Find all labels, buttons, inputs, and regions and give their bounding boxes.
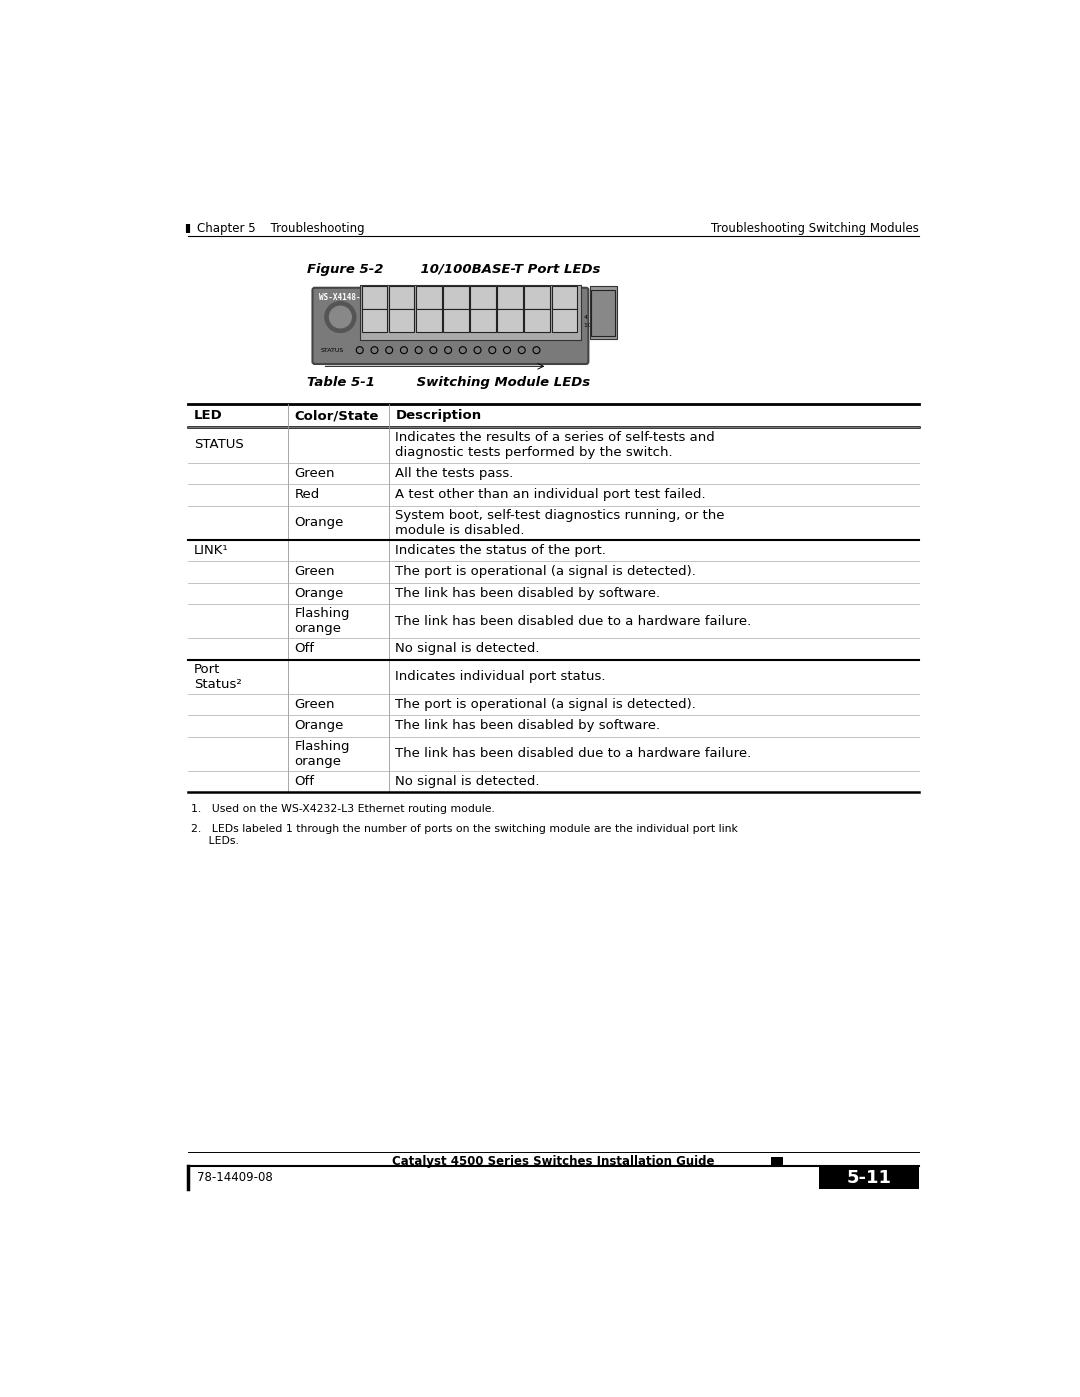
Text: Description: Description (395, 409, 482, 422)
Text: 10/100 B: 10/100 B (584, 323, 612, 328)
Text: System boot, self-test diagnostics running, or the
module is disabled.: System boot, self-test diagnostics runni… (395, 509, 725, 536)
FancyBboxPatch shape (470, 309, 496, 332)
Text: \: \ (374, 295, 376, 300)
Text: 1.   Used on the WS-X4232-L3 Ethernet routing module.: 1. Used on the WS-X4232-L3 Ethernet rout… (191, 805, 495, 814)
Text: \: \ (401, 295, 403, 300)
FancyBboxPatch shape (416, 309, 442, 332)
FancyBboxPatch shape (497, 309, 523, 332)
Text: Flashing
orange: Flashing orange (295, 608, 350, 636)
Text: A test other than an individual port test failed.: A test other than an individual port tes… (395, 489, 706, 502)
Text: The link has been disabled due to a hardware failure.: The link has been disabled due to a hard… (395, 747, 752, 760)
Text: No signal is detected.: No signal is detected. (395, 643, 540, 655)
FancyBboxPatch shape (552, 286, 577, 309)
Text: 2.   LEDs labeled 1 through the number of ports on the switching module are the : 2. LEDs labeled 1 through the number of … (191, 824, 738, 847)
FancyBboxPatch shape (312, 288, 589, 365)
Bar (819, 1166, 919, 1189)
Text: LINK¹: LINK¹ (194, 543, 229, 557)
Text: Port
Status²: Port Status² (194, 662, 242, 690)
Text: Catalyst 4500 Series Switches Installation Guide: Catalyst 4500 Series Switches Installati… (392, 1155, 715, 1168)
Text: Color/State: Color/State (295, 409, 379, 422)
FancyBboxPatch shape (443, 309, 469, 332)
Text: 5-11: 5-11 (847, 1169, 891, 1187)
FancyBboxPatch shape (497, 286, 523, 309)
Text: Table 5-1         Switching Module LEDs: Table 5-1 Switching Module LEDs (307, 376, 590, 388)
Text: Indicates the status of the port.: Indicates the status of the port. (395, 543, 606, 557)
Text: The link has been disabled by software.: The link has been disabled by software. (395, 587, 661, 599)
Text: \: \ (455, 295, 457, 300)
Text: \: \ (537, 295, 538, 300)
Text: \: \ (482, 295, 484, 300)
Circle shape (325, 302, 356, 332)
Text: STATUS: STATUS (321, 348, 345, 352)
FancyBboxPatch shape (552, 309, 577, 332)
Text: Green: Green (295, 698, 335, 711)
Text: Troubleshooting Switching Modules: Troubleshooting Switching Modules (712, 222, 919, 235)
Text: 78-14409-08: 78-14409-08 (197, 1171, 273, 1185)
Text: No signal is detected.: No signal is detected. (395, 775, 540, 788)
Text: STATUS: STATUS (194, 439, 244, 451)
Text: Indicates the results of a series of self-tests and
diagnostic tests performed b: Indicates the results of a series of sel… (395, 430, 715, 458)
FancyBboxPatch shape (443, 286, 469, 309)
FancyBboxPatch shape (362, 286, 388, 309)
Text: Indicates individual port status.: Indicates individual port status. (395, 671, 606, 683)
FancyBboxPatch shape (592, 291, 615, 337)
Text: 17407: 17407 (597, 314, 603, 337)
FancyBboxPatch shape (389, 309, 415, 332)
FancyBboxPatch shape (362, 309, 388, 332)
Text: Orange: Orange (295, 719, 345, 732)
FancyBboxPatch shape (470, 286, 496, 309)
Text: The link has been disabled by software.: The link has been disabled by software. (395, 719, 661, 732)
Text: Orange: Orange (295, 587, 345, 599)
Text: \: \ (428, 295, 430, 300)
Text: Red: Red (295, 489, 320, 502)
Bar (770, 1157, 783, 1166)
Text: Chapter 5    Troubleshooting: Chapter 5 Troubleshooting (197, 222, 365, 235)
Text: Orange: Orange (295, 515, 345, 529)
Text: The port is operational (a signal is detected).: The port is operational (a signal is det… (395, 698, 697, 711)
Text: Green: Green (295, 566, 335, 578)
Text: The link has been disabled due to a hardware failure.: The link has been disabled due to a hard… (395, 615, 752, 627)
FancyBboxPatch shape (525, 309, 550, 332)
Text: Green: Green (295, 467, 335, 479)
Text: \: \ (509, 295, 511, 300)
FancyBboxPatch shape (416, 286, 442, 309)
Text: 4 PORT: 4 PORT (584, 314, 607, 320)
Bar (360, 285, 581, 339)
FancyBboxPatch shape (389, 286, 415, 309)
FancyBboxPatch shape (525, 286, 550, 309)
Text: Flashing
orange: Flashing orange (295, 739, 350, 767)
Text: All the tests pass.: All the tests pass. (395, 467, 514, 479)
Text: The port is operational (a signal is detected).: The port is operational (a signal is det… (395, 566, 697, 578)
Text: Figure 5-2        10/100BASE-T Port LEDs: Figure 5-2 10/100BASE-T Port LEDs (307, 263, 600, 275)
Text: Off: Off (295, 775, 314, 788)
Text: \: \ (564, 295, 565, 300)
Bar (590, 286, 617, 338)
Circle shape (329, 306, 351, 328)
Text: Off: Off (295, 643, 314, 655)
Text: WS-X4148-RJ: WS-X4148-RJ (320, 293, 370, 302)
Text: LED: LED (194, 409, 222, 422)
